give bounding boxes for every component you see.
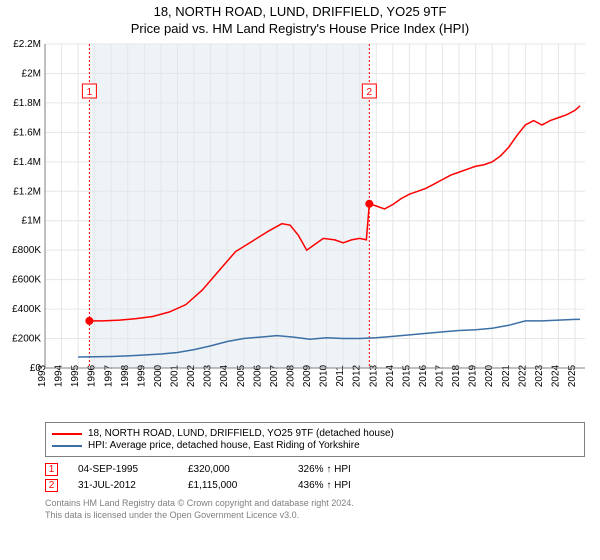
detail-hpi: 326% ↑ HPI: [298, 464, 418, 475]
legend: 18, NORTH ROAD, LUND, DRIFFIELD, YO25 9T…: [45, 422, 585, 457]
detail-date: 04-SEP-1995: [78, 464, 168, 475]
footer-line-2: This data is licensed under the Open Gov…: [45, 510, 585, 522]
svg-text:£200K: £200K: [12, 334, 41, 345]
svg-text:£2.2M: £2.2M: [13, 39, 41, 50]
detail-marker-2: 2: [45, 479, 58, 492]
svg-text:£1.8M: £1.8M: [13, 98, 41, 109]
detail-hpi: 436% ↑ HPI: [298, 480, 418, 491]
svg-text:£400K: £400K: [12, 304, 41, 315]
svg-text:£600K: £600K: [12, 275, 41, 286]
chart-svg: £0£200K£400K£600K£800K£1M£1.2M£1.4M£1.6M…: [0, 38, 600, 418]
detail-price: £320,000: [188, 464, 278, 475]
svg-text:1: 1: [87, 87, 93, 98]
chart-title-block: 18, NORTH ROAD, LUND, DRIFFIELD, YO25 9T…: [0, 0, 600, 38]
title-line-2: Price paid vs. HM Land Registry's House …: [0, 21, 600, 36]
detail-marker-1: 1: [45, 463, 58, 476]
legend-swatch-hpi: [52, 445, 82, 447]
chart-area: £0£200K£400K£600K£800K£1M£1.2M£1.4M£1.6M…: [0, 38, 600, 418]
legend-swatch-property: [52, 433, 82, 435]
legend-item: HPI: Average price, detached house, East…: [52, 440, 578, 451]
svg-text:£1M: £1M: [22, 216, 41, 227]
footer-line-1: Contains HM Land Registry data © Crown c…: [45, 498, 585, 510]
svg-text:2: 2: [367, 87, 373, 98]
attribution-footer: Contains HM Land Registry data © Crown c…: [45, 498, 585, 521]
title-line-1: 18, NORTH ROAD, LUND, DRIFFIELD, YO25 9T…: [0, 4, 600, 19]
legend-item: 18, NORTH ROAD, LUND, DRIFFIELD, YO25 9T…: [52, 428, 578, 439]
detail-row: 2 31-JUL-2012 £1,115,000 436% ↑ HPI: [45, 479, 585, 492]
svg-text:£2M: £2M: [22, 68, 41, 79]
legend-label: HPI: Average price, detached house, East…: [88, 440, 360, 451]
svg-text:£800K: £800K: [12, 245, 41, 256]
detail-date: 31-JUL-2012: [78, 480, 168, 491]
detail-row: 1 04-SEP-1995 £320,000 326% ↑ HPI: [45, 463, 585, 476]
svg-text:£1.4M: £1.4M: [13, 157, 41, 168]
svg-text:£1.6M: £1.6M: [13, 127, 41, 138]
sale-details-table: 1 04-SEP-1995 £320,000 326% ↑ HPI 2 31-J…: [45, 463, 585, 492]
detail-price: £1,115,000: [188, 480, 278, 491]
svg-text:£1.2M: £1.2M: [13, 186, 41, 197]
legend-label: 18, NORTH ROAD, LUND, DRIFFIELD, YO25 9T…: [88, 428, 394, 439]
